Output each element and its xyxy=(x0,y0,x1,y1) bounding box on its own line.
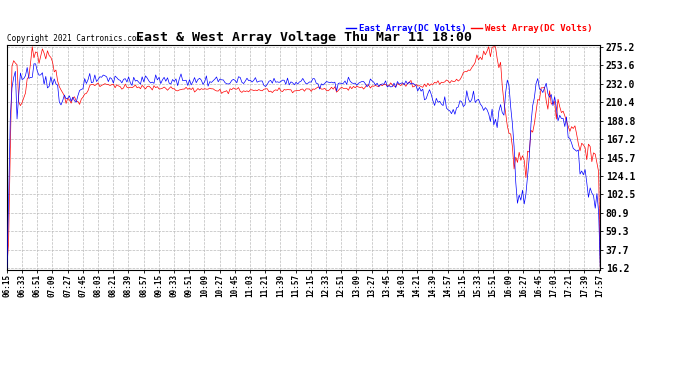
Title: East & West Array Voltage Thu Mar 11 18:00: East & West Array Voltage Thu Mar 11 18:… xyxy=(136,31,471,44)
Legend: East Array(DC Volts), West Array(DC Volts): East Array(DC Volts), West Array(DC Volt… xyxy=(342,20,595,36)
Text: Copyright 2021 Cartronics.com: Copyright 2021 Cartronics.com xyxy=(8,34,141,43)
